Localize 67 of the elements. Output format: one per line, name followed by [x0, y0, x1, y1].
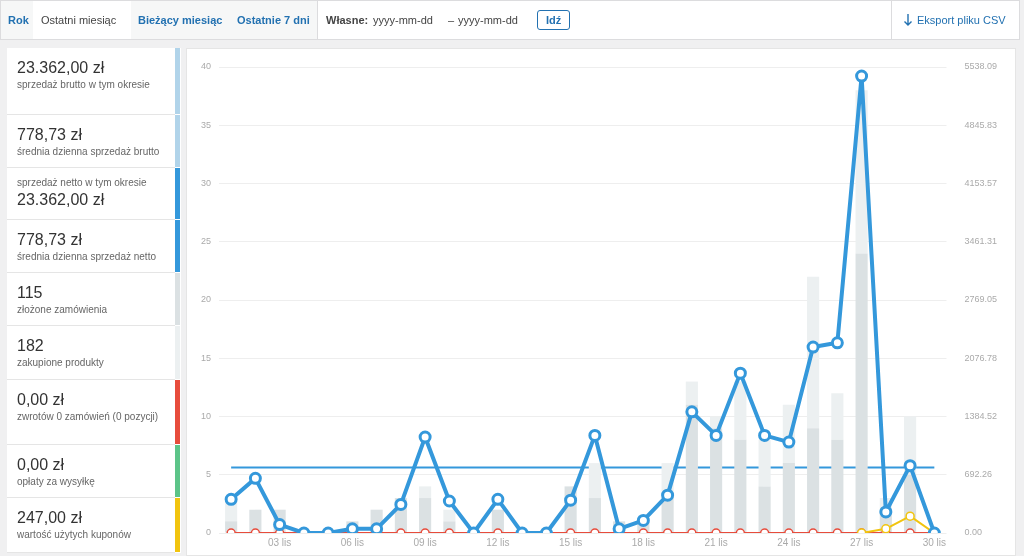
x-tick-label: 30 lis — [922, 536, 947, 548]
x-tick-label: 12 lis — [486, 536, 510, 548]
x-tick-label: 15 lis — [558, 536, 583, 548]
text: yyyy-mm-dd — [458, 14, 518, 26]
text: zwrotów 0 zamówień (0 pozycji) — [17, 410, 160, 424]
y-tick-label: 30 — [201, 177, 212, 188]
text: 247,00 zł — [17, 508, 83, 528]
bar — [831, 439, 844, 533]
bar — [419, 498, 432, 533]
x-tick-label: 21 lis — [704, 536, 728, 548]
text: 778,73 zł — [17, 230, 83, 250]
bar — [734, 439, 747, 533]
x-tick-label: 06 lis — [340, 536, 365, 548]
text: 0,00 zł — [17, 455, 66, 475]
text: Idź — [537, 10, 571, 30]
text: 778,73 zł — [17, 125, 83, 145]
bar — [807, 428, 820, 533]
y-tick-label: 20 — [201, 294, 212, 305]
text: 23.362,00 zł — [17, 190, 106, 210]
y-tick-label: 35 — [201, 119, 212, 130]
text: Rok — [8, 14, 29, 26]
text: yyyy-mm-dd — [373, 14, 433, 26]
bar — [758, 486, 771, 533]
y2-tick-label: 2769.05 — [964, 294, 998, 305]
text: 182 — [17, 336, 45, 356]
y2-tick-label: 692.26 — [964, 469, 992, 480]
y2-tick-label: 5538.09 — [964, 61, 998, 72]
text: Bieżący miesiąc — [138, 14, 223, 26]
x-tick-label: 03 lis — [267, 536, 292, 548]
y2-tick-label: 4153.57 — [964, 177, 998, 188]
text: Ostatni miesiąc — [41, 14, 117, 26]
y-tick-label: 15 — [201, 352, 212, 363]
text: 115 — [17, 283, 44, 303]
bar — [685, 381, 698, 405]
x-tick-label: 18 lis — [631, 536, 656, 548]
text: sprzedaż brutto w tym okresie — [17, 78, 151, 92]
y2-tick-label: 4845.83 — [964, 119, 998, 130]
y-tick-label: 0 — [206, 527, 212, 538]
y-tick-label: 40 — [201, 61, 212, 72]
text: średnia dzienna sprzedaż brutto — [17, 145, 161, 159]
text: opłaty za wysyłkę — [17, 475, 96, 489]
y2-tick-label: 3461.31 — [964, 236, 998, 247]
y-tick-label: 5 — [206, 469, 212, 480]
y-tick-label: 25 — [201, 236, 212, 247]
y-tick-label: 10 — [201, 410, 212, 421]
text: sprzedaż netto w tym okresie — [17, 176, 148, 190]
text: zakupione produkty — [17, 356, 105, 370]
text: złożone zamówienia — [17, 303, 109, 317]
x-tick-label: 09 lis — [413, 536, 437, 548]
y2-tick-label: 1384.52 — [964, 410, 998, 421]
bar — [419, 486, 432, 499]
y2-tick-label: 2076.78 — [964, 352, 998, 363]
x-tick-label: 24 lis — [777, 536, 801, 548]
text: – — [448, 14, 455, 26]
bar — [782, 463, 795, 533]
text: Własne: — [326, 14, 369, 26]
bar — [855, 253, 868, 533]
text: 23.362,00 zł — [17, 58, 106, 78]
text: Ostatnie 7 dni — [237, 14, 310, 26]
x-tick-label: 27 lis — [849, 536, 874, 548]
text: 0,00 zł — [17, 390, 66, 410]
bar — [588, 498, 601, 533]
bar — [443, 509, 456, 522]
y2-tick-label: 0.00 — [964, 527, 982, 538]
text: wartość użytych kuponów — [17, 528, 132, 542]
text: Eksport pliku CSV — [917, 14, 1006, 26]
text: średnia dzienna sprzedaż netto — [17, 250, 157, 264]
